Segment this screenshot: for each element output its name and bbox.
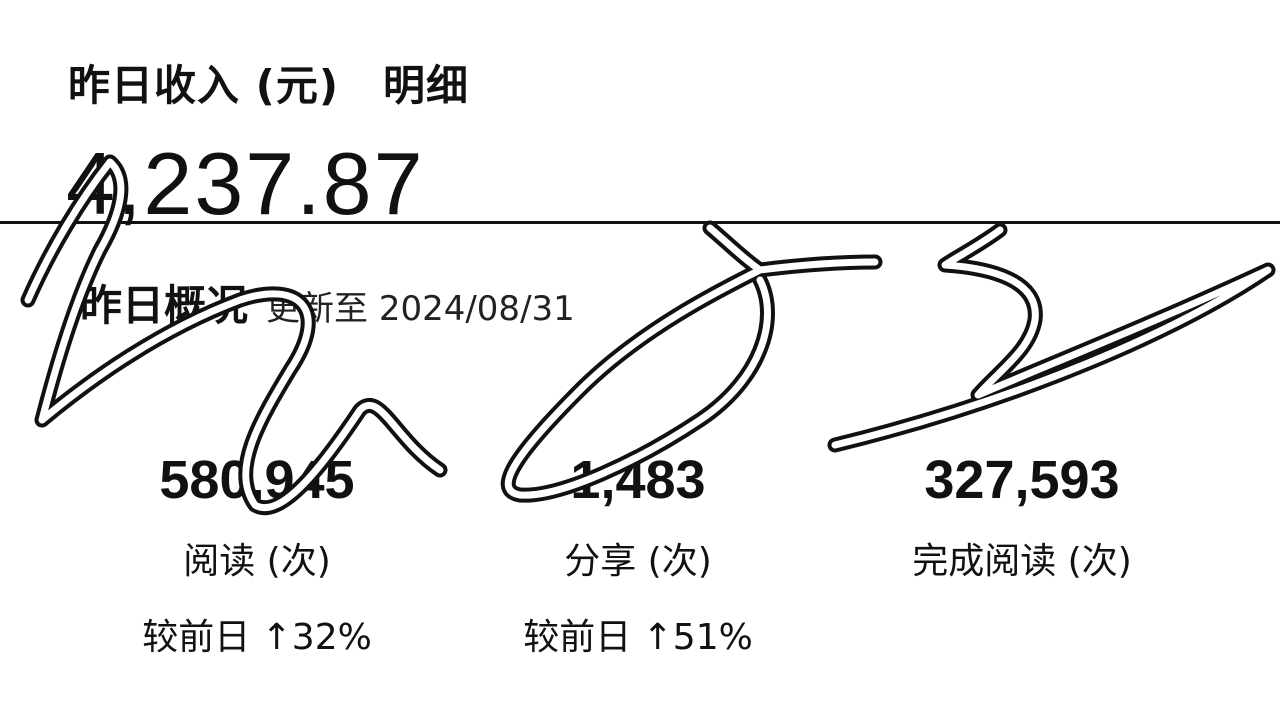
stat-label: 完成阅读 (次) [912, 541, 1132, 582]
stat-value: 580,945 [159, 450, 355, 510]
overview-update-date: 更新至 2024/08/31 [266, 289, 575, 329]
stat-completed-reads: 327,593 完成阅读 (次) [862, 450, 1182, 616]
earnings-value: 4,237.87 [66, 134, 425, 233]
divider [0, 221, 1280, 224]
stat-reads: 580,945 阅读 (次) 较前日 ↑32% [97, 450, 417, 660]
detail-link[interactable]: 明细 [383, 61, 470, 110]
stat-label: 分享 (次) [564, 541, 712, 582]
stat-compare: 较前日 ↑51% [523, 617, 753, 658]
stat-value: 327,593 [924, 450, 1120, 510]
overview-header: 昨日概况 更新至 2024/08/31 [80, 272, 575, 333]
earnings-label: 昨日收入 (元) [68, 61, 340, 110]
earnings-header: 昨日收入 (元) 明细 [68, 52, 469, 113]
overview-title: 昨日概况 [80, 281, 249, 330]
stat-shares: 1,483 分享 (次) 较前日 ↑51% [478, 450, 798, 660]
stat-label: 阅读 (次) [183, 541, 331, 582]
stat-value: 1,483 [570, 450, 706, 510]
stat-compare: 较前日 ↑32% [142, 617, 372, 658]
